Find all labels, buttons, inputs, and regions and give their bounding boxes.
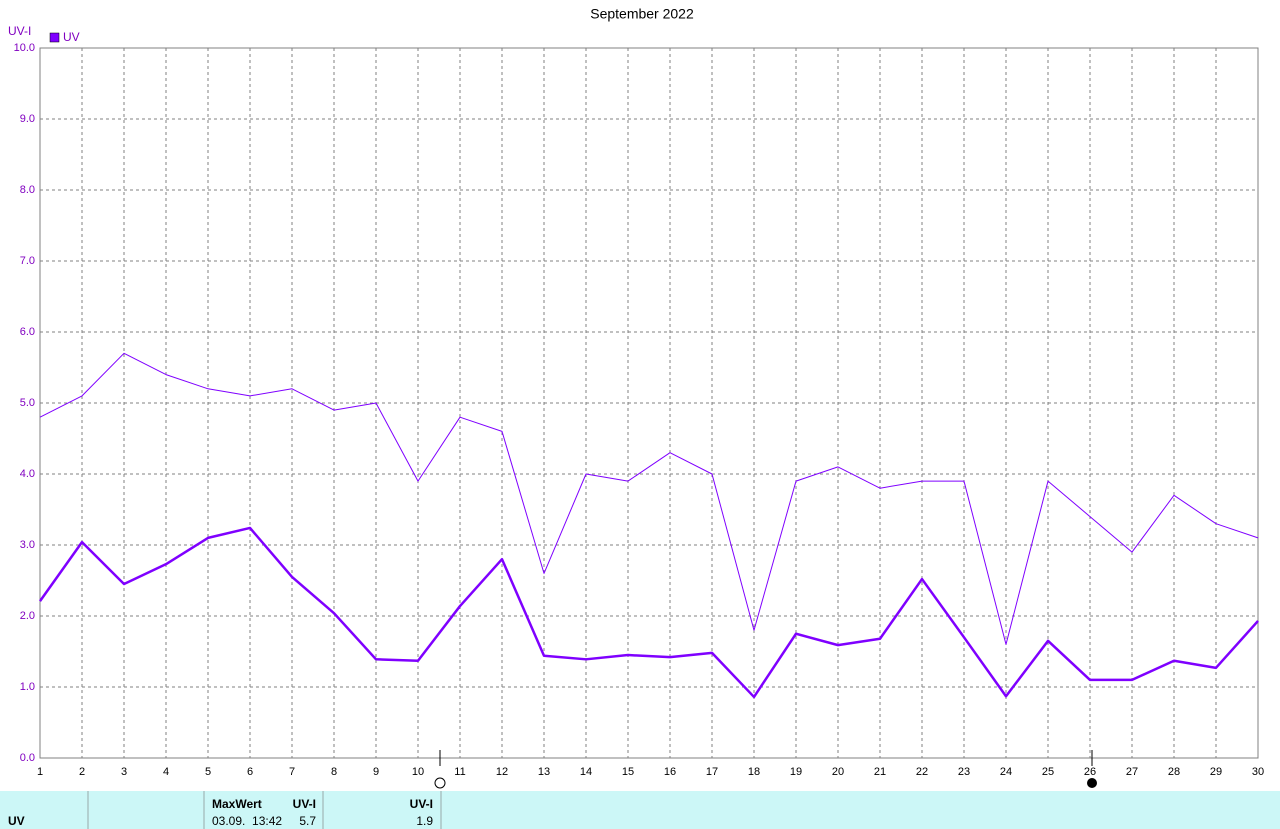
x-tick-label: 11 <box>454 766 465 778</box>
table-cell: 03.09. 13:42 <box>212 814 282 828</box>
x-tick-label: 29 <box>1210 766 1222 778</box>
table-cell: 1.9 <box>416 814 433 828</box>
x-tick-label: 3 <box>121 766 127 778</box>
y-tick-label: 3.0 <box>20 539 35 551</box>
x-tick-label: 16 <box>664 766 676 778</box>
y-tick-label: 5.0 <box>20 397 35 409</box>
table-cell: 5.7 <box>299 814 316 828</box>
plot-frame <box>39 47 1259 759</box>
x-tick-label: 25 <box>1042 766 1054 778</box>
x-tick-label: 4 <box>163 766 169 778</box>
x-tick-label: 8 <box>331 766 337 778</box>
x-tick-label: 21 <box>874 766 886 778</box>
moon-full <box>434 777 446 789</box>
legend: UV <box>49 30 80 44</box>
table-series-name: UV <box>8 814 25 828</box>
table-header: UV-I <box>293 797 316 811</box>
y-axis-label: UV-I <box>8 24 31 38</box>
x-tick-label: 12 <box>496 766 508 778</box>
x-tick-label: 13 <box>538 766 550 778</box>
y-tick-label: 10.0 <box>14 42 35 54</box>
x-tick-label: 24 <box>1000 766 1012 778</box>
x-tick-label: 22 <box>916 766 928 778</box>
x-tick-label: 28 <box>1168 766 1180 778</box>
data-line <box>39 352 1259 645</box>
table-header: MaxWert <box>212 797 262 811</box>
x-tick-label: 15 <box>622 766 634 778</box>
x-tick-label: 10 <box>412 766 424 778</box>
plot <box>38 352 1259 699</box>
x-tick-label: 1 <box>37 766 43 778</box>
y-tick-label: 8.0 <box>20 184 35 196</box>
data-line <box>38 526 1259 699</box>
x-tick-label: 7 <box>289 766 295 778</box>
table-background <box>0 791 1280 829</box>
y-tick-label: 7.0 <box>20 255 35 267</box>
x-tick-label: 6 <box>247 766 253 778</box>
legend-label: UV <box>63 30 80 44</box>
legend-swatch <box>49 32 60 43</box>
x-tick-label: 26 <box>1084 766 1096 778</box>
x-tick-label: 17 <box>706 766 718 778</box>
x-tick-label: 23 <box>958 766 970 778</box>
x-tick-label: 14 <box>580 766 592 778</box>
x-tick-label: 19 <box>790 766 802 778</box>
x-tick-label: 20 <box>832 766 844 778</box>
y-tick-label: 2.0 <box>20 610 35 622</box>
y-tick-label: 6.0 <box>20 326 35 338</box>
table-header: UV-I <box>410 797 433 811</box>
x-tick-label: 30 <box>1252 766 1264 778</box>
chart-title: September 2022 <box>590 6 694 22</box>
y-tick-label: 9.0 <box>20 113 35 125</box>
x-tick-label: 5 <box>205 766 211 778</box>
x-tick-label: 9 <box>373 766 379 778</box>
moon-new <box>1087 778 1097 788</box>
x-tick-label: 18 <box>748 766 760 778</box>
y-tick-label: 1.0 <box>20 681 35 693</box>
x-tick-label: 2 <box>79 766 85 778</box>
x-tick-label: 27 <box>1126 766 1138 778</box>
y-tick-label: 4.0 <box>20 468 35 480</box>
summary-table: UV MaxWert UV-I UV-I 03.09. 13:42 5.7 1.… <box>0 791 1280 829</box>
y-tick-label: 0.0 <box>20 752 35 764</box>
